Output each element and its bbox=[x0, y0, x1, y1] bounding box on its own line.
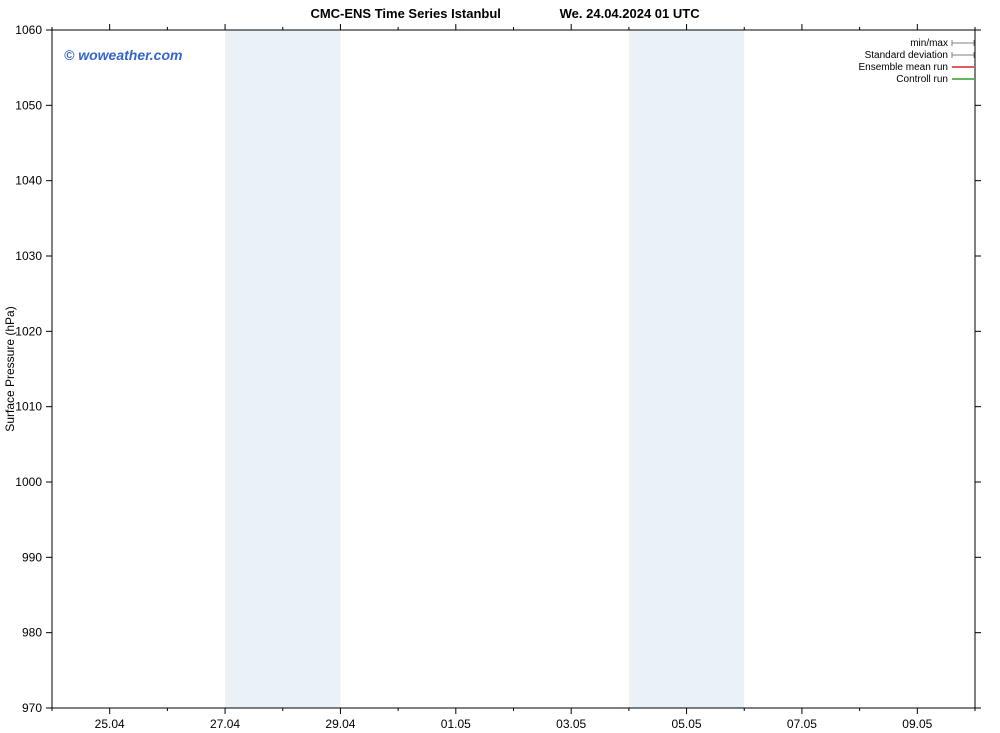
chart-svg: 970 980 990 1000 1010 1020 1030 1040 1050 1060 25.… bbox=[0, 0, 1000, 733]
x-tick-label: 03.05 bbox=[556, 717, 586, 731]
chart-container: 970 980 990 1000 1010 1020 1030 1040 1050 1060 25.… bbox=[0, 0, 1000, 733]
y-tick-label: 1010 bbox=[15, 400, 42, 414]
weekend-band bbox=[629, 30, 687, 708]
weekend-band bbox=[687, 30, 745, 708]
chart-title-right: We. 24.04.2024 01 UTC bbox=[560, 6, 701, 21]
x-tick-label: 07.05 bbox=[787, 717, 817, 731]
y-axis-label: Surface Pressure (hPa) bbox=[3, 306, 17, 431]
chart-bg bbox=[0, 0, 1000, 733]
watermark: © woweather.com bbox=[64, 47, 182, 63]
legend-label: min/max bbox=[910, 38, 948, 49]
x-tick-label: 27.04 bbox=[210, 717, 240, 731]
x-tick-label: 29.04 bbox=[325, 717, 355, 731]
x-tick-label: 05.05 bbox=[672, 717, 702, 731]
y-tick-label: 1020 bbox=[15, 324, 42, 338]
y-tick-label: 1050 bbox=[15, 98, 42, 112]
y-tick-label: 1030 bbox=[15, 249, 42, 263]
x-tick-label: 01.05 bbox=[441, 717, 471, 731]
x-tick-label: 09.05 bbox=[902, 717, 932, 731]
y-tick-label: 1060 bbox=[15, 23, 42, 37]
weekend-band bbox=[283, 30, 341, 708]
y-tick-label: 970 bbox=[22, 701, 42, 715]
y-tick-label: 990 bbox=[22, 550, 42, 564]
chart-title-left: CMC-ENS Time Series Istanbul bbox=[310, 6, 500, 21]
y-tick-label: 1040 bbox=[15, 174, 42, 188]
y-tick-label: 1000 bbox=[15, 475, 42, 489]
x-tick-label: 25.04 bbox=[95, 717, 125, 731]
legend-label: Controll run bbox=[896, 74, 948, 85]
y-tick-label: 980 bbox=[22, 626, 42, 640]
legend-label: Ensemble mean run bbox=[859, 62, 949, 73]
legend-label: Standard deviation bbox=[865, 50, 948, 61]
weekend-band bbox=[225, 30, 283, 708]
